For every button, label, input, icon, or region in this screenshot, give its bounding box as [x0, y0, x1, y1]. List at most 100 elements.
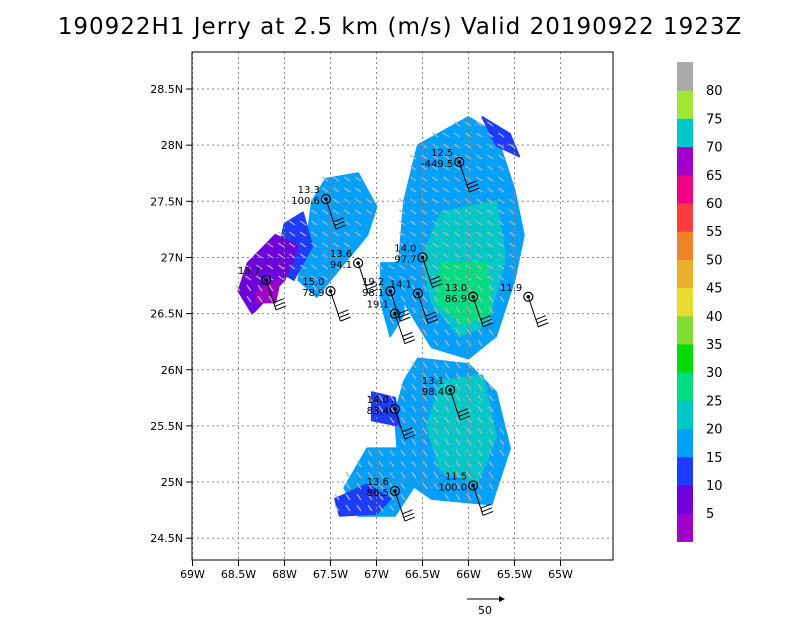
wind-vector — [466, 427, 472, 435]
wind-vector — [477, 416, 483, 424]
wind-vector — [299, 275, 307, 281]
wind-vector — [400, 394, 406, 402]
wind-vector — [466, 405, 472, 413]
colorbar-label: 40 — [706, 310, 723, 325]
station-ring — [320, 193, 331, 205]
station-speed-label: 19.1 — [367, 300, 389, 311]
dropsonde-station: 15.078.9 — [302, 277, 351, 322]
wind-barb-flag — [366, 285, 378, 290]
wind-vector — [433, 339, 439, 347]
wind-barb-flag — [398, 313, 410, 319]
station-ring — [468, 480, 479, 491]
wind-vector — [475, 220, 483, 226]
wind-vector — [332, 231, 340, 237]
wind-vector — [266, 264, 274, 270]
wind-barb-staff — [449, 389, 461, 421]
wind-vector — [464, 242, 472, 248]
wind-vector — [486, 264, 494, 270]
wind-vector — [431, 165, 439, 171]
lon-tick-label: 65.5W — [497, 568, 532, 581]
wind-barb-flag — [334, 220, 345, 226]
station-speed-label: 11.9 — [500, 283, 522, 294]
wind-vector — [508, 242, 516, 248]
wind-barb-flag — [403, 512, 414, 518]
wind-barb-staff — [472, 296, 484, 327]
wind-vector — [378, 460, 384, 468]
wind-vector — [497, 231, 505, 237]
wind-vector — [367, 482, 373, 490]
station-pressure-label: 100.6 — [291, 196, 320, 207]
wind-vector — [321, 187, 329, 193]
wind-vector — [499, 449, 505, 457]
station-ring — [325, 286, 336, 297]
wind-vector — [433, 372, 439, 380]
colorbar-label: 55 — [706, 225, 723, 240]
wind-vector — [244, 264, 252, 270]
wind-vector — [409, 176, 417, 182]
wind-vector — [455, 427, 461, 435]
lat-tick-label: 28N — [161, 139, 183, 152]
wind-barb-flag — [367, 288, 379, 294]
wind-vector — [442, 143, 450, 149]
wind-barb-staff — [472, 485, 484, 516]
wind-vector — [455, 284, 461, 292]
wind-vector — [464, 253, 472, 259]
lon-tick-label: 65W — [548, 568, 573, 581]
wind-vector — [376, 264, 384, 270]
wind-barb-flag — [426, 315, 437, 321]
wind-vector — [387, 275, 395, 281]
wind-vector — [398, 242, 406, 248]
wind-vector — [310, 242, 318, 248]
wind-vector — [345, 482, 351, 490]
wind-vector — [477, 372, 483, 380]
wind-vector — [497, 209, 505, 215]
wind-vector — [455, 328, 461, 336]
wind-barb-staff — [417, 293, 429, 324]
wind-vector — [422, 317, 428, 325]
wind-vector — [464, 143, 472, 149]
wind-vector — [442, 165, 450, 171]
wind-vector — [433, 295, 439, 303]
wind-vector — [508, 220, 516, 226]
wind-vector — [455, 295, 461, 303]
wind-vector — [422, 405, 428, 413]
wind-vector — [497, 198, 505, 204]
colorbar-label: 10 — [706, 479, 723, 494]
wind-vector — [420, 209, 428, 215]
station-speed-label: 14.0 — [367, 395, 389, 406]
wind-vector — [422, 427, 428, 435]
wind-vector — [464, 132, 472, 138]
wind-vector — [444, 284, 450, 292]
wind-vector — [367, 504, 373, 512]
wind-vector — [444, 295, 450, 303]
wind-vector — [422, 306, 428, 314]
wind-vector — [442, 220, 450, 226]
wind-vector — [409, 253, 417, 259]
wind-vector — [431, 187, 439, 193]
wind-vector — [475, 121, 483, 127]
wind-vector — [497, 264, 505, 270]
colorbar-label: 75 — [706, 112, 723, 127]
wind-vector — [420, 154, 428, 160]
wind-vector — [332, 198, 340, 204]
station-ring — [468, 291, 479, 302]
wind-vector — [321, 220, 329, 226]
station-pressure-label: 86.5 — [367, 488, 389, 499]
station-ring — [389, 485, 400, 497]
wind-vector — [422, 471, 428, 479]
wind-vector — [455, 482, 461, 490]
wind-vector — [466, 460, 472, 468]
wind-vector — [497, 176, 505, 182]
wind-vector — [288, 231, 296, 237]
wind-vector — [455, 449, 461, 457]
wind-vector — [444, 328, 450, 336]
wind-vector — [455, 493, 461, 501]
station-speed-label: 13.7 — [238, 266, 260, 277]
wind-barb-flag — [365, 281, 376, 287]
wind-vector — [497, 275, 505, 281]
map-title: 190922H1 Jerry at 2.5 km (m/s) Valid 201… — [57, 14, 743, 40]
color-scale-bar: 5 10 15 20 25 30 35 40 45 50 55 60 65 70 75 80 — [677, 62, 723, 542]
wind-vector — [321, 231, 329, 237]
lat-tick-label: 27N — [161, 251, 183, 264]
wind-vector — [466, 306, 472, 314]
